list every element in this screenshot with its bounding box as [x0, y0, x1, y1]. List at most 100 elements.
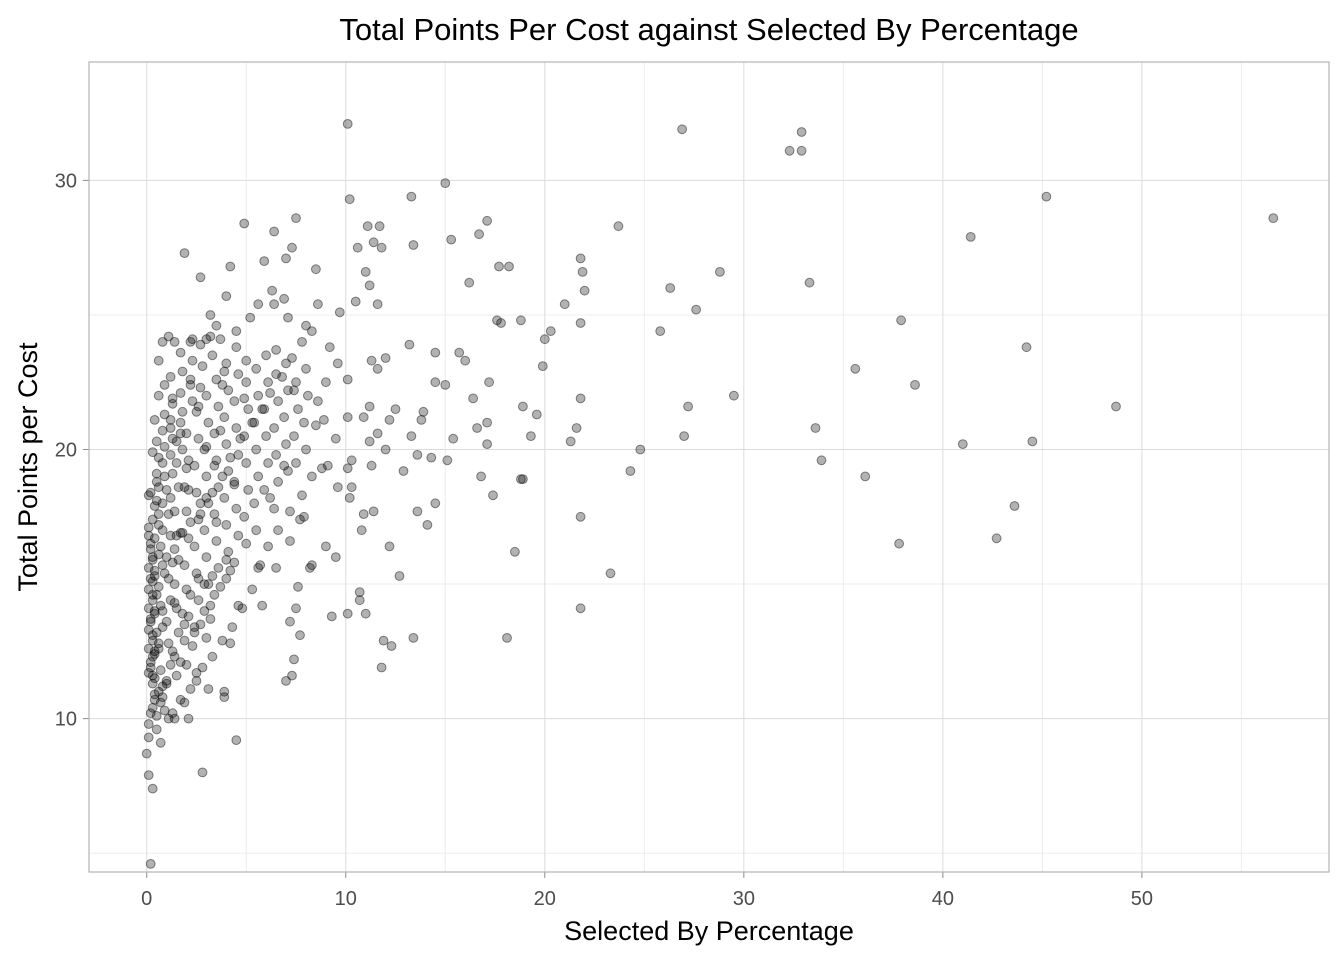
data-point: [147, 702, 158, 713]
data-point: [153, 581, 164, 592]
data-point: [149, 501, 160, 511]
data-point: [386, 641, 397, 651]
data-point: [241, 538, 252, 549]
data-point: [257, 600, 268, 611]
data-point: [271, 563, 282, 573]
data-point: [283, 466, 293, 476]
data-point: [273, 525, 284, 536]
data-point: [149, 673, 160, 684]
data-point: [201, 633, 212, 643]
data-point: [231, 735, 242, 745]
data-point: [422, 520, 433, 530]
data-point: [179, 619, 190, 630]
data-point: [211, 455, 222, 466]
data-point: [518, 401, 528, 412]
data-point: [167, 433, 178, 444]
data-point: [159, 568, 170, 579]
data-point: [191, 668, 202, 678]
data-point: [575, 393, 586, 404]
data-point: [171, 436, 182, 447]
data-point: [796, 127, 807, 137]
y-axis-title: Total Points per Cost: [13, 342, 43, 592]
data-point: [225, 638, 236, 649]
data-point: [311, 264, 321, 275]
data-point: [175, 694, 186, 705]
data-point: [261, 431, 272, 442]
data-point: [145, 544, 156, 554]
data-point: [285, 616, 295, 627]
data-point: [143, 522, 154, 533]
data-point: [145, 657, 156, 667]
data-point: [195, 382, 206, 393]
data-point: [217, 380, 228, 390]
data-point: [203, 417, 214, 428]
data-point: [896, 315, 906, 326]
data-point: [378, 635, 389, 646]
data-point: [221, 573, 232, 584]
x-axis-title: Selected By Percentage: [564, 916, 854, 946]
data-point: [201, 493, 212, 503]
data-point: [283, 385, 293, 396]
data-point: [155, 697, 166, 708]
data-point: [159, 380, 170, 390]
data-point: [860, 471, 871, 482]
data-point: [175, 428, 186, 439]
data-point: [289, 431, 299, 442]
data-point: [289, 654, 299, 665]
data-point: [213, 401, 224, 412]
data-point: [1021, 342, 1032, 353]
data-point: [169, 598, 180, 608]
data-point: [372, 299, 383, 310]
data-point: [251, 444, 262, 455]
data-point: [364, 280, 375, 291]
data-point: [145, 662, 156, 673]
data-point: [344, 194, 355, 205]
data-point: [263, 458, 274, 468]
data-point: [207, 487, 218, 498]
data-point: [804, 277, 815, 288]
data-point: [205, 331, 216, 342]
data-point: [217, 635, 228, 646]
data-point: [147, 554, 158, 565]
gridlines: [89, 62, 1329, 872]
data-point: [307, 560, 317, 571]
data-point: [143, 563, 154, 573]
data-point: [249, 417, 260, 428]
data-point: [165, 595, 176, 606]
data-point: [295, 514, 305, 525]
data-point: [404, 339, 415, 350]
data-point: [416, 415, 427, 425]
data-point: [189, 460, 200, 471]
data-point: [177, 366, 188, 377]
data-point: [279, 412, 290, 423]
data-point: [330, 552, 341, 562]
data-point: [516, 474, 526, 485]
data-point: [157, 681, 168, 692]
data-point: [193, 595, 204, 606]
data-point: [219, 493, 230, 503]
data-point: [317, 463, 327, 474]
data-point: [376, 242, 387, 253]
data-point: [484, 377, 495, 388]
data-point: [518, 474, 528, 485]
data-point: [161, 552, 172, 562]
data-point: [342, 608, 353, 619]
data-point: [526, 431, 536, 442]
y-tick-label: 10: [55, 709, 77, 731]
data-point: [251, 525, 262, 536]
data-point: [207, 571, 218, 581]
data-point: [1027, 436, 1038, 447]
data-point: [221, 554, 232, 565]
data-point: [287, 242, 297, 253]
data-point: [165, 423, 176, 433]
data-point: [143, 624, 154, 635]
data-point: [149, 571, 160, 581]
data-point: [253, 471, 264, 482]
data-point: [291, 377, 301, 388]
data-point: [271, 450, 282, 460]
data-point: [494, 261, 504, 272]
data-point: [201, 390, 212, 401]
data-point: [145, 616, 156, 627]
data-point: [189, 622, 200, 632]
data-point: [384, 541, 395, 552]
